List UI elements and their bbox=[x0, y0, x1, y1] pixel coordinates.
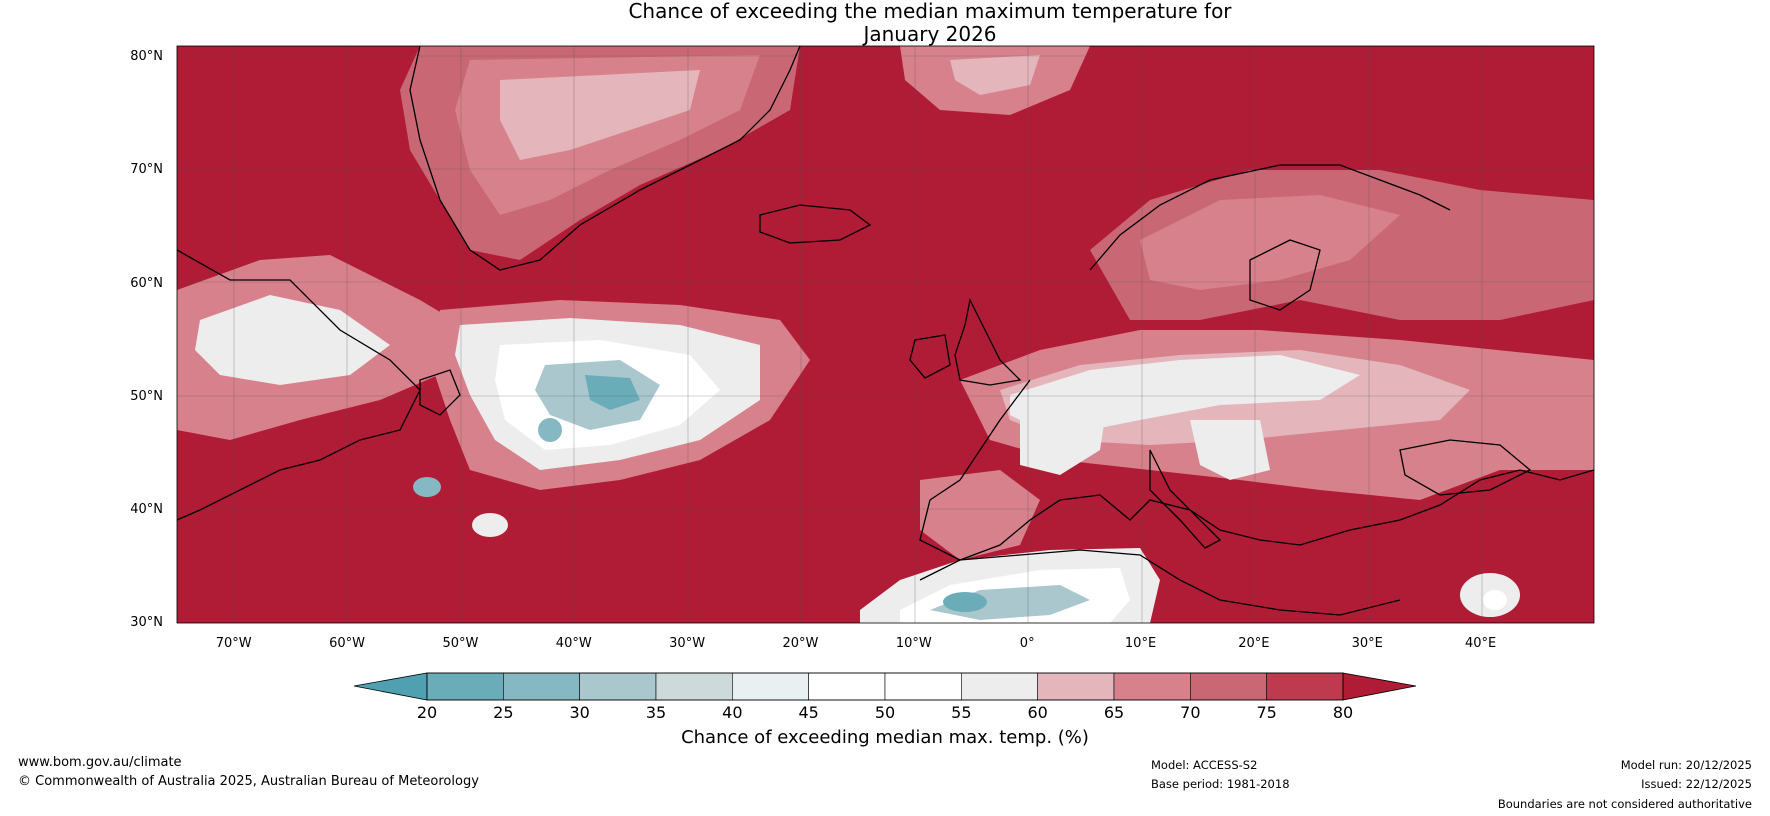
colorbar-tick: 35 bbox=[645, 703, 667, 722]
chart-title: Chance of exceeding the median maximum t… bbox=[0, 0, 1770, 46]
british-isles-coast bbox=[954, 298, 1022, 386]
latitude-label: 30°N bbox=[130, 615, 163, 630]
colorbar-tick: 20 bbox=[416, 703, 438, 722]
latitude-label: 80°N bbox=[130, 49, 163, 65]
atlantic-neutral-spot bbox=[472, 513, 508, 537]
colorbar-tick: 25 bbox=[493, 703, 514, 722]
colorbar-cell bbox=[884, 672, 962, 701]
map-area[interactable] bbox=[177, 46, 1594, 623]
colorbar-cell bbox=[579, 672, 657, 701]
europe-coast bbox=[919, 379, 1594, 561]
colorbar-cell bbox=[1113, 672, 1191, 701]
france-neutral-zone bbox=[1020, 385, 1110, 475]
colorbar-tick: 30 bbox=[569, 703, 590, 722]
colorbar-cell bbox=[1190, 672, 1267, 701]
atlantic-cold-spot bbox=[538, 418, 562, 442]
footer-base-period: Base period: 1981-2018 bbox=[1151, 777, 1290, 791]
colorbar-tick: 55 bbox=[951, 703, 972, 722]
latitude-label: 60°N bbox=[130, 275, 163, 291]
arctic-north-core bbox=[950, 55, 1040, 95]
colorbar-tick: 45 bbox=[798, 703, 819, 722]
north-africa-coast bbox=[919, 549, 1401, 616]
footer-copyright: © Commonwealth of Australia 2025, Austra… bbox=[18, 774, 479, 789]
colorbar-max-extend bbox=[1342, 672, 1417, 701]
middle-east-white-spot bbox=[1483, 590, 1507, 610]
longitude-label: 30°E bbox=[1351, 636, 1383, 651]
longitude-label: 60°W bbox=[329, 636, 365, 651]
colorbar-min-extend bbox=[353, 672, 428, 701]
footer-disclaimer: Boundaries are not considered authoritat… bbox=[1497, 797, 1752, 811]
longitude-label: 10°W bbox=[895, 636, 932, 651]
italy-coast bbox=[1149, 449, 1222, 549]
colorbar-cell bbox=[732, 672, 809, 701]
colorbar-frame bbox=[426, 672, 1344, 701]
longitude-label: 10°E bbox=[1124, 636, 1157, 651]
colorbar bbox=[353, 672, 1417, 701]
black-sea-coast bbox=[1399, 439, 1532, 496]
labrador-neutral-zone bbox=[195, 295, 390, 385]
longitude-label: 50°W bbox=[442, 636, 479, 651]
longitude-label: 70°W bbox=[215, 636, 252, 651]
norway-coast bbox=[1089, 164, 1451, 271]
colorbar-cell bbox=[426, 672, 504, 701]
colorbar-tick: 70 bbox=[1180, 703, 1201, 722]
longitude-label: 20°W bbox=[782, 636, 819, 651]
balkan-neutral-zone bbox=[1190, 420, 1270, 480]
atlantic-cold-spot-2 bbox=[413, 477, 441, 497]
longitude-label: 20°E bbox=[1238, 636, 1270, 651]
ireland-coast bbox=[909, 334, 951, 379]
longitude-label: 0° bbox=[1019, 636, 1035, 651]
colorbar-cell bbox=[1266, 672, 1344, 701]
longitude-label: 40°E bbox=[1464, 636, 1497, 651]
greenland-coast bbox=[409, 46, 801, 271]
newfoundland-coast bbox=[419, 369, 461, 416]
baltic-coast bbox=[1249, 239, 1321, 311]
title-line-2: January 2026 bbox=[863, 22, 997, 46]
colorbar-tick: 60 bbox=[1027, 703, 1048, 722]
colorbar-tick: 65 bbox=[1103, 703, 1125, 722]
coastlines bbox=[177, 46, 1594, 616]
latitude-label: 70°N bbox=[130, 162, 163, 178]
footer-model: Model: ACCESS-S2 bbox=[1151, 758, 1258, 772]
scandinavia-light-zone bbox=[1140, 195, 1400, 290]
colorbar-label: Chance of exceeding median max. temp. (%… bbox=[681, 727, 1089, 748]
gridlines bbox=[177, 46, 1594, 623]
iceland-coast bbox=[759, 204, 872, 244]
latitude-label: 40°N bbox=[130, 501, 163, 517]
colorbar-cell bbox=[655, 672, 733, 701]
colorbar-tick: 40 bbox=[722, 703, 743, 722]
map-frame bbox=[176, 45, 1595, 624]
colorbar-cell bbox=[1037, 672, 1115, 701]
latitude-label: 50°N bbox=[130, 388, 163, 404]
colorbar-cell bbox=[503, 672, 580, 701]
colorbar-tick: 80 bbox=[1332, 703, 1354, 722]
greenland-core-zone bbox=[500, 70, 700, 160]
longitude-label: 30°W bbox=[669, 636, 706, 651]
atlantic-cold-core bbox=[585, 375, 640, 410]
colorbar-tick: 50 bbox=[874, 703, 896, 722]
title-line-1: Chance of exceeding the median maximum t… bbox=[628, 0, 1232, 23]
footer-model-run: Model run: 20/12/2025 bbox=[1620, 758, 1752, 772]
colorbar-cell bbox=[961, 672, 1038, 701]
north-africa-cold-core bbox=[943, 592, 987, 612]
colorbar-cell bbox=[808, 672, 886, 701]
canada-coast bbox=[177, 249, 421, 521]
footer-url[interactable]: www.bom.gov.au/climate bbox=[18, 755, 182, 770]
footer-issued: Issued: 22/12/2025 bbox=[1641, 777, 1752, 791]
longitude-label: 40°W bbox=[555, 636, 592, 651]
colorbar-tick: 75 bbox=[1256, 703, 1277, 722]
